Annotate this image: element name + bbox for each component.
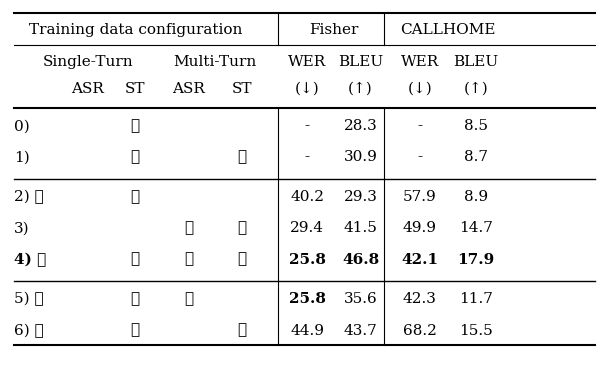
Text: (↓): (↓) <box>408 82 432 96</box>
Text: 15.5: 15.5 <box>459 324 493 338</box>
Text: 35.6: 35.6 <box>344 293 377 307</box>
Text: Fisher: Fisher <box>309 23 359 37</box>
Text: 6) ✓: 6) ✓ <box>14 324 43 338</box>
Text: 57.9: 57.9 <box>403 191 436 204</box>
Text: 29.3: 29.3 <box>344 191 377 204</box>
Text: BLEU: BLEU <box>338 56 383 70</box>
Text: Training data configuration: Training data configuration <box>28 23 242 37</box>
Text: ✓: ✓ <box>237 222 246 235</box>
Text: -: - <box>417 119 423 133</box>
Text: WER: WER <box>401 56 439 70</box>
Text: ✓: ✓ <box>131 293 140 307</box>
Text: 40.2: 40.2 <box>290 191 324 204</box>
Text: 1): 1) <box>14 150 29 164</box>
Text: 28.3: 28.3 <box>344 119 377 133</box>
Text: 5) ✓: 5) ✓ <box>14 292 43 307</box>
Text: ✓: ✓ <box>131 150 140 164</box>
Text: ✓: ✓ <box>131 324 140 338</box>
Text: ✓: ✓ <box>184 293 193 307</box>
Text: 30.9: 30.9 <box>344 150 377 164</box>
Text: ✓: ✓ <box>237 150 246 164</box>
Text: 4) ✓: 4) ✓ <box>14 253 46 267</box>
Text: Multi-Turn: Multi-Turn <box>173 56 257 70</box>
Text: ST: ST <box>125 82 146 96</box>
Text: -: - <box>305 150 309 164</box>
Text: 25.8: 25.8 <box>288 253 326 266</box>
Text: 8.9: 8.9 <box>464 191 488 204</box>
Text: 2) ✓: 2) ✓ <box>14 190 43 204</box>
Text: ASR: ASR <box>172 82 205 96</box>
Text: BLEU: BLEU <box>453 56 498 70</box>
Text: ✓: ✓ <box>184 253 193 266</box>
Text: 42.1: 42.1 <box>401 253 438 266</box>
Text: ✓: ✓ <box>237 324 246 338</box>
Text: 49.9: 49.9 <box>403 222 437 235</box>
Text: Single-Turn: Single-Turn <box>43 56 133 70</box>
Text: ✓: ✓ <box>131 119 140 133</box>
Text: -: - <box>417 150 423 164</box>
Text: 44.9: 44.9 <box>290 324 324 338</box>
Text: ASR: ASR <box>72 82 104 96</box>
Text: -: - <box>305 119 309 133</box>
Text: (↓): (↓) <box>295 82 320 96</box>
Text: ✓: ✓ <box>237 253 246 266</box>
Text: ✓: ✓ <box>131 253 140 266</box>
Text: 8.5: 8.5 <box>464 119 488 133</box>
Text: ✓: ✓ <box>131 191 140 204</box>
Text: 42.3: 42.3 <box>403 293 436 307</box>
Text: CALLHOME: CALLHOME <box>400 23 495 37</box>
Text: 25.8: 25.8 <box>288 293 326 307</box>
Text: 17.9: 17.9 <box>458 253 495 266</box>
Text: (↑): (↑) <box>348 82 373 96</box>
Text: WER: WER <box>288 56 326 70</box>
Text: 3): 3) <box>14 222 29 235</box>
Text: 68.2: 68.2 <box>403 324 436 338</box>
Text: ✓: ✓ <box>184 222 193 235</box>
Text: 0): 0) <box>14 119 29 133</box>
Text: ST: ST <box>232 82 252 96</box>
Text: (↑): (↑) <box>464 82 488 96</box>
Text: 29.4: 29.4 <box>290 222 324 235</box>
Text: 46.8: 46.8 <box>342 253 379 266</box>
Text: 8.7: 8.7 <box>464 150 488 164</box>
Text: 43.7: 43.7 <box>344 324 377 338</box>
Text: 11.7: 11.7 <box>459 293 493 307</box>
Text: 41.5: 41.5 <box>344 222 377 235</box>
Text: 14.7: 14.7 <box>459 222 493 235</box>
